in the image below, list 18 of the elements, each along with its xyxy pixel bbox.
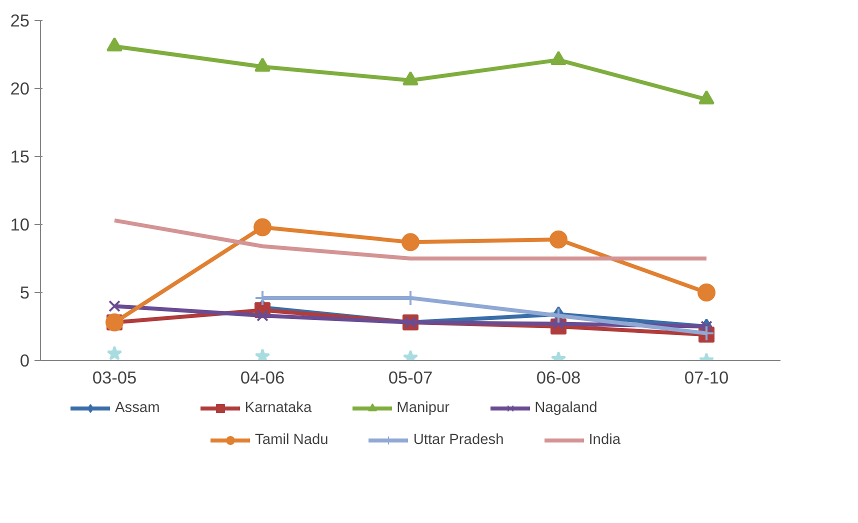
y-tick-label: 0	[20, 350, 30, 370]
x-tick-label: 03-05	[92, 368, 137, 388]
y-tick-label: 25	[10, 10, 30, 30]
legend-label: Uttar Pradesh	[413, 432, 504, 448]
legend-label: Nagaland	[534, 400, 598, 416]
y-tick-label: 20	[10, 78, 30, 98]
legend-label: India	[588, 432, 621, 448]
y-tick-label: 10	[10, 214, 30, 234]
x-tick-label: 04-06	[240, 368, 285, 388]
legend-label: Karnataka	[244, 400, 312, 416]
x-tick-label: 07-10	[684, 368, 729, 388]
x-tick-label: 05-07	[388, 368, 433, 388]
y-tick-label: 5	[20, 282, 30, 302]
legend-label: Tamil Nadu	[255, 432, 328, 448]
legend-label: Assam	[115, 400, 160, 416]
y-tick-label: 15	[10, 146, 30, 166]
legend-label: Manipur	[396, 400, 450, 416]
x-tick-label: 06-08	[536, 368, 581, 388]
